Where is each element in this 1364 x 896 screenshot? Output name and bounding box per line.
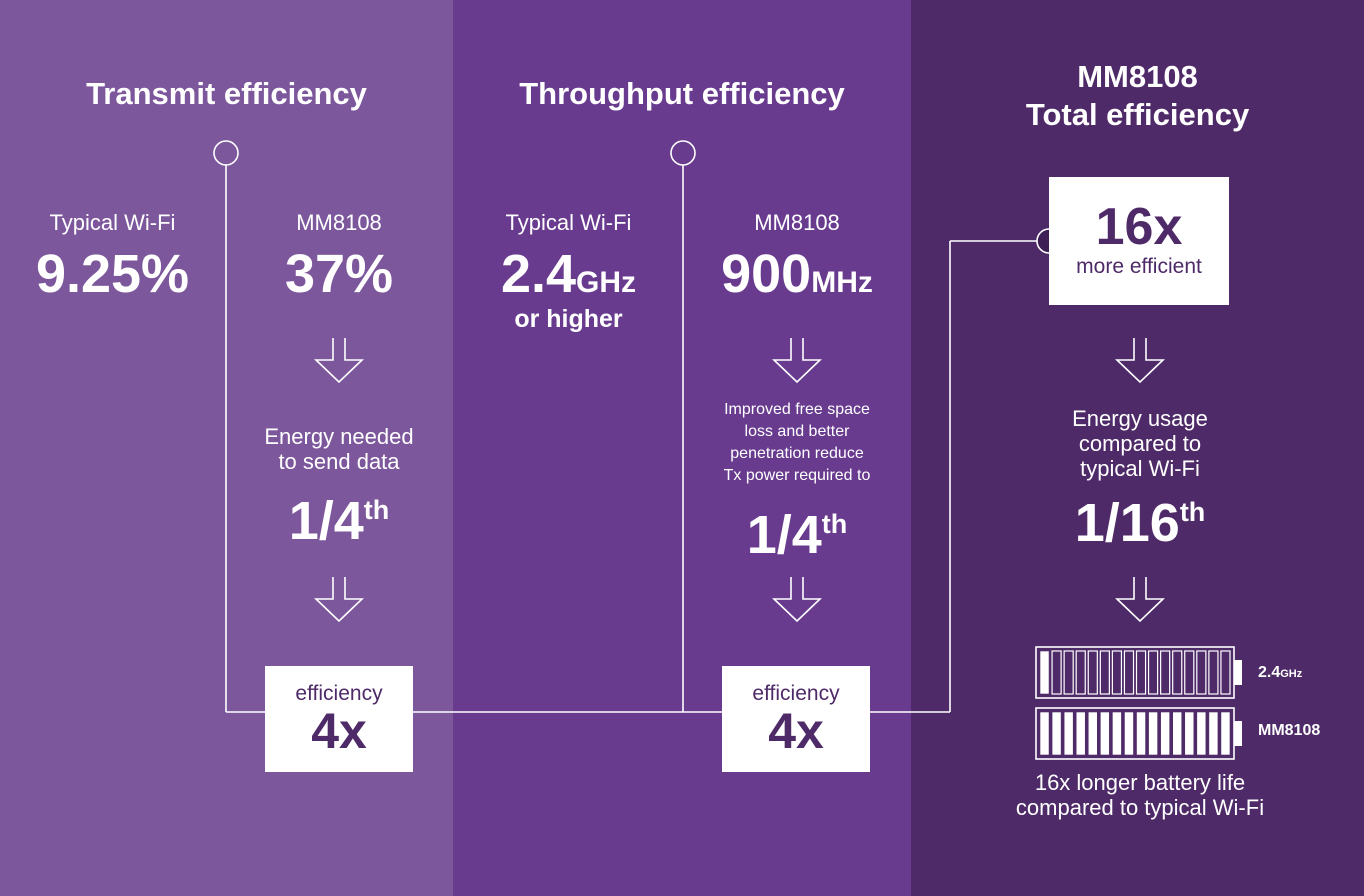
battery-cell <box>1184 650 1195 695</box>
throughput-fraction: 1/4th <box>746 505 848 565</box>
throughput-title: Throughput efficiency <box>519 76 845 111</box>
transmit-mm-value: 37% <box>284 244 394 304</box>
battery-cell <box>1051 650 1062 695</box>
battery-cell <box>1208 711 1219 756</box>
battery-cell <box>1147 650 1159 695</box>
transmit-mm-label: MM8108 <box>296 210 382 235</box>
battery-mm8108-label: MM8108 <box>1258 722 1321 739</box>
battery-cell <box>1075 650 1086 695</box>
battery-cell <box>1087 711 1098 756</box>
total-title: MM8108 Total efficiency <box>1025 59 1250 132</box>
down-arrow-icon <box>314 577 364 623</box>
battery-wifi-icon <box>1035 646 1242 699</box>
battery-cell <box>1220 711 1231 756</box>
throughput-efficiency-box: efficiency 4x <box>722 666 870 772</box>
battery-cell <box>1184 711 1195 756</box>
battery-cell <box>1160 711 1170 756</box>
total-energy-text: Energy usage compared to typical Wi-Fi <box>1072 406 1208 481</box>
battery-cell <box>1063 650 1074 695</box>
transmit-wifi-value: 9.25% <box>35 244 190 304</box>
battery-cell <box>1051 711 1062 756</box>
down-arrow-icon <box>772 338 822 384</box>
battery-cell <box>1136 711 1146 756</box>
total-efficiency-box: 16x more efficient <box>1049 177 1229 305</box>
battery-cell <box>1196 711 1207 756</box>
transmit-fraction: 1/4th <box>288 491 390 551</box>
throughput-wifi-value: 2.4GHz <box>500 244 637 304</box>
battery-cell <box>1160 650 1171 695</box>
down-arrow-icon <box>772 577 822 623</box>
battery-cell <box>1087 650 1098 695</box>
down-arrow-icon <box>314 338 364 384</box>
battery-cell <box>1111 650 1123 695</box>
transmit-efficiency-box: efficiency 4x <box>265 666 413 772</box>
battery-cell <box>1100 711 1110 756</box>
battery-cell <box>1099 650 1110 695</box>
battery-cell <box>1208 650 1219 695</box>
battery-cell <box>1172 650 1183 695</box>
transmit-wifi-label: Typical Wi-Fi <box>49 210 176 235</box>
battery-cell <box>1220 650 1231 695</box>
battery-cell <box>1172 711 1183 756</box>
transmit-title: Transmit efficiency <box>86 76 367 111</box>
throughput-mm-value: 900MHz <box>721 244 873 304</box>
battery-cell <box>1123 650 1135 695</box>
battery-wifi-label: 2.4GHz <box>1258 664 1303 681</box>
battery-cell <box>1148 711 1158 756</box>
throughput-node <box>670 140 696 166</box>
battery-cell <box>1075 711 1086 756</box>
battery-cell <box>1039 711 1050 756</box>
battery-cell <box>1124 711 1134 756</box>
battery-caption: 16x longer battery life compared to typi… <box>1015 770 1265 820</box>
battery-cell <box>1196 650 1207 695</box>
transmit-energy-text: Energy needed to send data <box>264 424 414 474</box>
battery-cell <box>1135 650 1147 695</box>
battery-cell <box>1063 711 1074 756</box>
throughput-wifi-note: or higher <box>514 305 623 333</box>
transmit-node <box>213 140 239 166</box>
throughput-description: Improved free space loss and better pene… <box>723 401 871 484</box>
total-fraction: 1/16th <box>1074 493 1206 553</box>
down-arrow-icon <box>1115 338 1165 384</box>
throughput-wifi-label: Typical Wi-Fi <box>505 210 632 235</box>
battery-cell <box>1112 711 1122 756</box>
battery-mm8108-icon <box>1035 707 1242 760</box>
down-arrow-icon <box>1115 577 1165 623</box>
battery-cell <box>1039 650 1050 695</box>
throughput-mm-label: MM8108 <box>754 210 840 235</box>
